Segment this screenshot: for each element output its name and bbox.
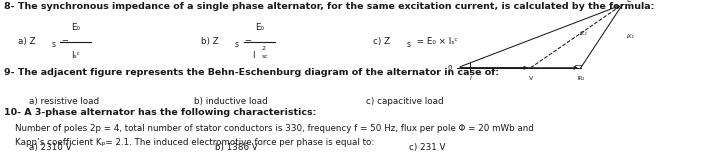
Text: IZ₂: IZ₂ <box>580 31 588 36</box>
Text: b) inductive load: b) inductive load <box>194 97 267 106</box>
Text: =: = <box>242 37 252 46</box>
Text: = E₀ × Iₛᶜ: = E₀ × Iₛᶜ <box>414 37 457 46</box>
Text: E₀: E₀ <box>71 23 80 32</box>
Text: sc: sc <box>262 55 268 59</box>
Text: a) 2310 V: a) 2310 V <box>29 143 71 152</box>
Text: c) capacitive load: c) capacitive load <box>366 97 443 106</box>
Text: 10- A 3-phase alternator has the following characteristics:: 10- A 3-phase alternator has the followi… <box>4 108 316 117</box>
Text: c) 231 V: c) 231 V <box>409 143 445 152</box>
Text: c) Z: c) Z <box>373 37 390 46</box>
Text: b) 1386 V: b) 1386 V <box>215 143 258 152</box>
Text: a) resistive load: a) resistive load <box>29 97 99 106</box>
Text: I: I <box>470 76 471 81</box>
Text: IX₂: IX₂ <box>627 34 635 39</box>
Text: Iₛᶜ: Iₛᶜ <box>71 51 80 60</box>
Text: V: V <box>528 76 533 81</box>
Text: 9- The adjacent figure represents the Behn-Eschenburg diagram of the alternator : 9- The adjacent figure represents the Be… <box>4 68 499 77</box>
Text: s: s <box>234 40 239 49</box>
Text: Kapp’s coefficient Kₚ= 2.1. The induced electromotive force per phase is equal t: Kapp’s coefficient Kₚ= 2.1. The induced … <box>4 138 374 147</box>
Text: =: = <box>59 37 69 46</box>
Text: 2: 2 <box>262 46 266 51</box>
Text: a) Z: a) Z <box>18 37 36 46</box>
Text: 0: 0 <box>447 65 452 71</box>
Text: E₀: E₀ <box>255 23 264 32</box>
Text: I: I <box>252 51 255 60</box>
Text: s: s <box>52 40 56 49</box>
Text: s: s <box>407 40 411 49</box>
Text: IR₂: IR₂ <box>577 76 584 81</box>
Text: 8- The synchronous impedance of a single phase alternator, for the same excitati: 8- The synchronous impedance of a single… <box>4 2 654 10</box>
Text: E: E <box>626 0 630 3</box>
Text: Number of poles 2p = 4, total number of stator conductors is 330, frequency f = : Number of poles 2p = 4, total number of … <box>4 124 533 133</box>
Text: b) Z: b) Z <box>201 37 219 46</box>
